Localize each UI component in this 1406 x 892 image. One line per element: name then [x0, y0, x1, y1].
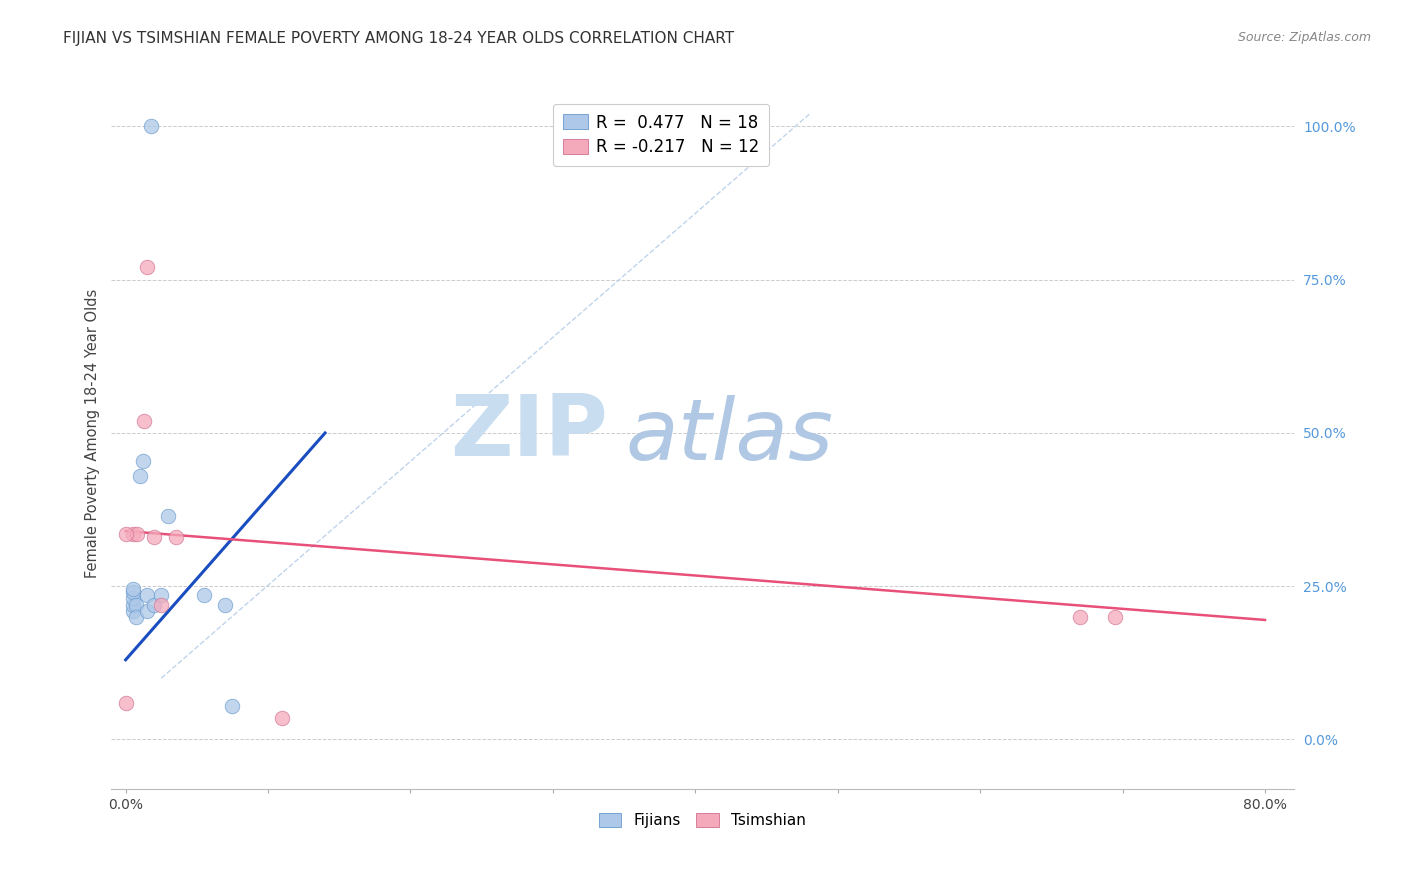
Point [134, 414, 156, 428]
Point [143, 530, 166, 544]
Point [221, 698, 243, 713]
Point [121, 604, 143, 618]
Point [124, 610, 146, 624]
Point [114, 527, 136, 541]
Point [214, 598, 236, 612]
Point [1069, 610, 1091, 624]
Legend: Fijians, Tsimshian: Fijians, Tsimshian [592, 807, 813, 834]
Point [141, 120, 163, 134]
Text: Source: ZipAtlas.com: Source: ZipAtlas.com [1237, 31, 1371, 45]
Point [150, 598, 173, 612]
Point [121, 582, 143, 597]
Point [157, 508, 180, 523]
Point [124, 598, 146, 612]
Point [121, 591, 143, 606]
Point [121, 527, 143, 541]
Point [128, 469, 150, 483]
Y-axis label: Female Poverty Among 18-24 Year Olds: Female Poverty Among 18-24 Year Olds [86, 288, 100, 578]
Text: ZIP: ZIP [450, 392, 607, 475]
Point [271, 711, 294, 725]
Point [165, 530, 187, 544]
Point [1104, 610, 1126, 624]
Text: atlas: atlas [626, 395, 834, 478]
Point [114, 696, 136, 710]
Point [125, 527, 148, 541]
Point [150, 589, 173, 603]
Point [193, 589, 215, 603]
Point [121, 598, 143, 612]
Point [121, 585, 143, 599]
Point [136, 260, 159, 275]
Point [132, 453, 155, 467]
Point [143, 598, 166, 612]
Text: FIJIAN VS TSIMSHIAN FEMALE POVERTY AMONG 18-24 YEAR OLDS CORRELATION CHART: FIJIAN VS TSIMSHIAN FEMALE POVERTY AMONG… [63, 31, 734, 46]
Point [136, 589, 159, 603]
Point [136, 604, 159, 618]
